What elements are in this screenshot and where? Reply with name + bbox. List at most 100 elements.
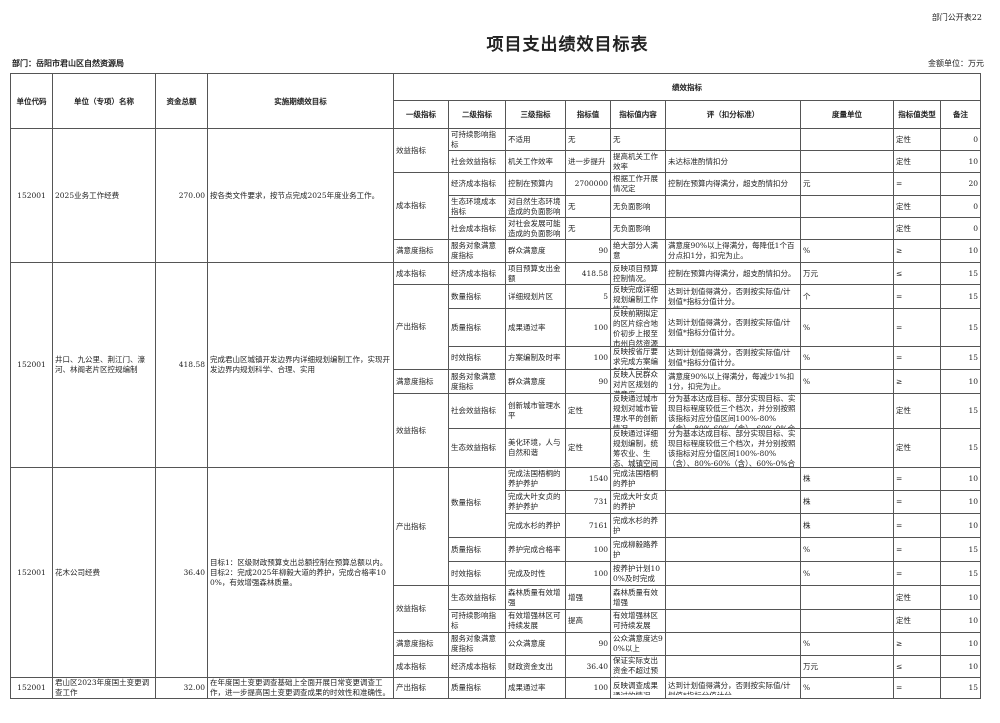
level3-cell: 养护完成合格率 — [505, 537, 566, 562]
type-cell: ≥ — [893, 632, 941, 656]
standard-cell: 达到计划值得满分，否则按实际值/计划值*指标分值计分。 — [665, 346, 801, 370]
level3-cell-text: 成果通过率 — [508, 683, 546, 692]
unit-cell: % — [800, 677, 894, 699]
level3-cell-text: 美化环境，人与自然和谐 — [508, 438, 561, 457]
standard-cell: 未达标准酌情扣分 — [665, 150, 801, 173]
unit-cell — [800, 150, 894, 173]
type-cell-text: 定性 — [896, 156, 911, 166]
note-cell-text: 15 — [968, 443, 978, 452]
table-row: 152001 2025业务工作经费 270.00 按各类文件要求，按节点完成2025年… — [10, 128, 981, 263]
header-level1: 一级指标 — [393, 100, 449, 129]
content-cell-text: 反映调查成果通过的情况。 — [613, 681, 658, 695]
level3-cell: 完成法国梧桐的养护养护 — [505, 467, 566, 491]
note-cell-text: 10 — [968, 497, 978, 506]
standard-cell: 分为基本达成目标、部分实现目标、实现目标程度较低三个档次，并分别按照该指标对应分… — [665, 393, 801, 429]
goal-cell-text: 按各类文件要求，按节点完成2025年度业务工作。 — [210, 190, 380, 200]
header-name: 单位（专项）名称 — [52, 73, 156, 129]
unit-cell-text: % — [803, 568, 811, 578]
level1-cell: 效益指标 — [393, 128, 449, 173]
project-name-cell: 井口、九公里、荆江门、濠河、林阁老片区控规编制 — [52, 262, 156, 468]
standard-cell — [665, 655, 801, 678]
value-cell-text: 定性 — [568, 406, 583, 415]
goal-cell: 按各类文件要求，按节点完成2025年度业务工作。 — [207, 128, 394, 263]
amount-cell: 418.58 — [155, 262, 208, 468]
amount-cell-text: 32.00 — [183, 683, 205, 692]
level2-cell: 可持续影响指标 — [448, 128, 506, 151]
note-cell-text: 0 — [973, 201, 978, 211]
value-cell-text: 定性 — [568, 443, 583, 452]
unit-cell-text: % — [803, 376, 811, 386]
level2-cell-text: 社会成本指标 — [451, 223, 496, 233]
department-label: 部门：岳阳市君山区自然资源局 — [12, 58, 124, 68]
project-name-cell: 花木公司经费 — [52, 467, 156, 678]
type-cell: = — [893, 561, 941, 586]
note-cell-text: 10 — [968, 616, 978, 625]
level3-cell-text: 成果通过率 — [508, 322, 546, 332]
level3-cell: 群众满意度 — [505, 239, 566, 263]
unit-cell-text: 个 — [803, 291, 811, 301]
note-cell-text: 15 — [968, 568, 978, 578]
unit-cell: 万元 — [800, 262, 894, 285]
content-cell-text: 完成柳毅路养护 — [613, 539, 658, 559]
content-cell-text: 反映按省厅要求完成方案编制的及时情况。 — [613, 347, 658, 369]
table-row: 成本指标 经济成本指标 控制在预算内 2700000 根据工作开展情况定 控制在预算内得满… — [11, 172, 981, 240]
level2-cell: 时效指标 — [448, 346, 506, 370]
level2-cell: 社会成本指标 — [448, 217, 506, 240]
value-cell: 无 — [565, 128, 611, 151]
level3-cell: 森林质量有效增强 — [505, 585, 566, 610]
level3-cell-text: 完成法国梧桐的养护养护 — [508, 469, 561, 488]
level3-cell-text: 详细规划片区 — [508, 291, 553, 301]
project-name-cell: 2025业务工作经费 — [52, 128, 156, 263]
unit-cell: % — [800, 239, 894, 263]
table-row: 效益指标社会效益指标创新城市管理水平定性反映通过城市规划对城市管理水平的创新情况… — [11, 393, 981, 468]
type-cell-text: ≥ — [896, 639, 903, 648]
code-cell-text: 152001 — [17, 567, 46, 577]
level3-cell: 有效增强林区可持续发展 — [505, 609, 566, 633]
level2-cell-text: 数量指标 — [451, 291, 481, 301]
note-cell: 15 — [940, 537, 981, 562]
standard-cell — [665, 537, 801, 562]
project-name-cell-text: 花木公司经费 — [55, 567, 100, 577]
value-cell-text: 100 — [593, 683, 608, 692]
standard-cell-text: 分为基本达成目标、部分实现目标、实现目标程度较低三个档次，并分别按照该指标对应分… — [668, 394, 796, 428]
unit-cell: % — [800, 308, 894, 347]
level3-cell-text: 不适用 — [508, 134, 531, 144]
note-cell-text: 15 — [968, 544, 978, 554]
level1-cell: 成本指标 — [393, 172, 449, 240]
content-cell-text: 根据工作开展情况定 — [613, 174, 658, 193]
standard-cell: 达到计划值得满分，否则按实际值/计划值*指标分值计分。 — [665, 677, 801, 699]
standard-cell — [665, 467, 801, 491]
level1-cell-text: 产出指标 — [396, 322, 426, 331]
content-cell: 按养护计划100%及时完成 — [610, 561, 666, 586]
type-cell: 定性 — [893, 217, 941, 240]
value-cell: 5 — [565, 284, 611, 309]
content-cell-text: 保证实际支出资金不超过预算 — [613, 656, 658, 677]
level1-cell: 效益指标 — [393, 585, 449, 633]
type-cell: 定性 — [893, 393, 941, 429]
content-cell: 反映通过详细规划编制，统筹农业、生态、城镇空间布局，美化环境，人与自然和谐的情况 — [610, 428, 666, 468]
value-cell-text: 2700000 — [574, 179, 608, 188]
level3-cell: 对自然生态环境造成的负面影响 — [505, 195, 566, 218]
value-cell-text: 提高 — [568, 616, 583, 625]
type-cell: = — [893, 172, 941, 196]
level1-cell-text: 产出指标 — [396, 521, 426, 531]
value-cell: 无 — [565, 195, 611, 218]
level1-cell: 产出指标 — [393, 677, 449, 699]
content-cell-text: 绝大部分人满意 — [613, 241, 658, 260]
table-row: 152001 井口、九公里、荆江门、濠河、林阁老片区控规编制 418.58 完成君山区… — [10, 262, 981, 468]
level2-cell-text: 经济成本指标 — [451, 179, 496, 188]
type-cell-text: = — [896, 353, 903, 362]
level2-cell: 经济成本指标 — [448, 655, 506, 678]
table-row: 完成水杉的养护 7161 完成水杉的养护 株 = 10 — [11, 513, 981, 538]
unit-cell — [800, 128, 894, 151]
project-name-cell-text: 井口、九公里、荆江门、濠河、林阁老片区控规编制 — [55, 355, 145, 374]
value-cell: 无 — [565, 217, 611, 240]
level1-cell-text: 效益指标 — [396, 425, 426, 435]
level2-cell-text: 经济成本指标 — [451, 661, 496, 671]
level2-cell-text: 服务对象满意度指标 — [451, 241, 496, 260]
header-level2: 二级指标 — [448, 100, 506, 129]
unit-cell — [800, 393, 894, 429]
amount-cell: 270.00 — [155, 128, 208, 263]
level2-cell: 社会效益指标 — [448, 150, 506, 173]
value-cell: 定性 — [565, 393, 611, 429]
